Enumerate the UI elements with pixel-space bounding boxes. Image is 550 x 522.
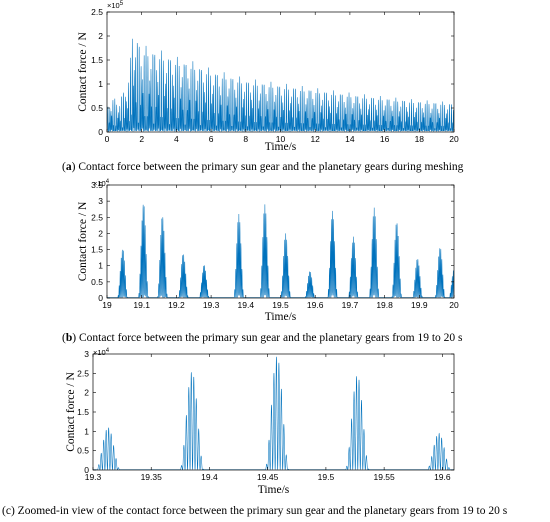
y-tick-label: 3	[98, 196, 103, 206]
x-axis-label: Time/s	[265, 141, 297, 153]
x-tick-label: 19.3	[85, 472, 102, 482]
x-tick-label: 18	[415, 134, 425, 144]
x-tick-label: 19.6	[434, 472, 451, 482]
y-tick-label: 2.5	[77, 368, 89, 378]
x-tick-label: 19.1	[133, 300, 150, 310]
y-tick-label: 2	[98, 228, 103, 238]
y-tick-label: 2.5	[91, 212, 103, 222]
caption-a-text: Contact force between the primary sun ge…	[78, 161, 464, 173]
x-tick-label: 19.7	[342, 300, 359, 310]
caption-b-tag: b	[65, 332, 73, 344]
y-multiplier-exponent: 4	[106, 348, 110, 354]
y-tick-label: 1	[84, 426, 89, 436]
y-tick-label: 3.5	[91, 180, 103, 190]
x-tick-label: 20	[449, 300, 459, 310]
y-axis-label: Contact force / N	[65, 372, 77, 452]
x-tick-label: 19.9	[411, 300, 428, 310]
panel-c: 19.3 19.35 19.4 19.45 19.5 19.55 19.6 0 0.5 1 1.5 2…	[0, 346, 550, 522]
panel-b: 19 19.1 19.2 19.3 19.4 19.5 19.6 19.7 19.8 19.9 20…	[0, 178, 550, 350]
x-tick-label: 19.6	[307, 300, 324, 310]
plot-frame-b	[106, 184, 455, 299]
y-tick-label: 1.5	[91, 245, 103, 255]
x-tick-label: 0	[105, 134, 110, 144]
y-tick-label: 2.5	[91, 7, 103, 17]
x-tick-label: 19.35	[141, 472, 163, 482]
y-tick-label: 0.5	[91, 277, 103, 287]
x-tick-label: 10	[276, 134, 286, 144]
series-line-a-0	[107, 38, 454, 132]
x-tick-label: 19.4	[238, 300, 255, 310]
x-axis-label: Time/s	[258, 484, 290, 496]
x-tick-label: 19.5	[272, 300, 289, 310]
y-multiplier-exponent: 4	[106, 179, 110, 185]
caption-b: (b) Contact force between the primary su…	[62, 332, 463, 344]
x-tick-label: 19.55	[373, 472, 395, 482]
x-tick-label: 2	[139, 134, 144, 144]
y-multiplier: ×104	[93, 348, 110, 357]
x-tick-label: 12	[310, 134, 320, 144]
x-tick-label: 16	[380, 134, 390, 144]
x-tick-label: 14	[345, 134, 355, 144]
y-tick-label: 2	[98, 31, 103, 41]
y-tick-label: 1.5	[91, 55, 103, 65]
y-axis-label: Contact force / N	[77, 201, 89, 281]
y-tick-label: 0	[98, 293, 103, 303]
y-tick-label: 0.5	[91, 103, 103, 113]
x-tick-label: 4	[174, 134, 179, 144]
chart-b: 19 19.1 19.2 19.3 19.4 19.5 19.6 19.7 19.8 19.9 20…	[77, 179, 459, 323]
y-multiplier: ×104	[93, 179, 110, 188]
caption-a: (a) Contact force between the primary su…	[62, 161, 464, 173]
y-tick-label: 1.5	[77, 407, 89, 417]
x-tick-label: 8	[243, 134, 248, 144]
y-tick-label: 1	[98, 79, 103, 89]
caption-c-tag: c	[5, 505, 11, 517]
x-tick-label: 20	[449, 134, 459, 144]
x-tick-label: 19	[102, 300, 112, 310]
caption-b-text: Contact force between the primary sun ge…	[78, 332, 463, 344]
caption-a-tag: a	[65, 161, 72, 173]
series-line-c-0	[93, 356, 454, 470]
y-tick-label: 0.5	[77, 446, 89, 456]
y-multiplier: ×105	[107, 1, 124, 10]
series-line-b-0	[107, 204, 454, 298]
x-tick-label: 19.45	[257, 472, 279, 482]
caption-c: (c) Zoomed-in view of the contact force …	[2, 505, 508, 517]
chart-a: 0 2 4 6 8 10 12 14 16 18 20 0 0.5 1 1.5 2 2.5 ×105 Time/s C…	[77, 1, 459, 153]
caption-c-text: Zoomed-in view of the contact force betw…	[17, 505, 508, 517]
y-tick-label: 2	[84, 388, 89, 398]
x-tick-label: 19.8	[376, 300, 393, 310]
x-tick-label: 19.5	[318, 472, 335, 482]
y-multiplier-exponent: 5	[120, 1, 124, 7]
x-tick-label: 19.3	[203, 300, 220, 310]
x-axis-label: Time/s	[265, 311, 297, 323]
y-tick-label: 0	[84, 465, 89, 475]
x-tick-label: 19.2	[168, 300, 185, 310]
chart-c: 19.3 19.35 19.4 19.45 19.5 19.55 19.6 0 0.5 1 1.5 2…	[65, 348, 455, 496]
x-tick-label: 6	[209, 134, 214, 144]
y-axis-label: Contact force / N	[77, 32, 89, 112]
panel-a: 0 2 4 6 8 10 12 14 16 18 20 0 0.5 1 1.5 2 2.5 ×105 Time/s C…	[0, 0, 550, 182]
y-tick-label: 1	[98, 261, 103, 271]
y-tick-label: 0	[98, 127, 103, 137]
x-tick-label: 19.4	[201, 472, 218, 482]
y-tick-label: 3	[84, 349, 89, 359]
